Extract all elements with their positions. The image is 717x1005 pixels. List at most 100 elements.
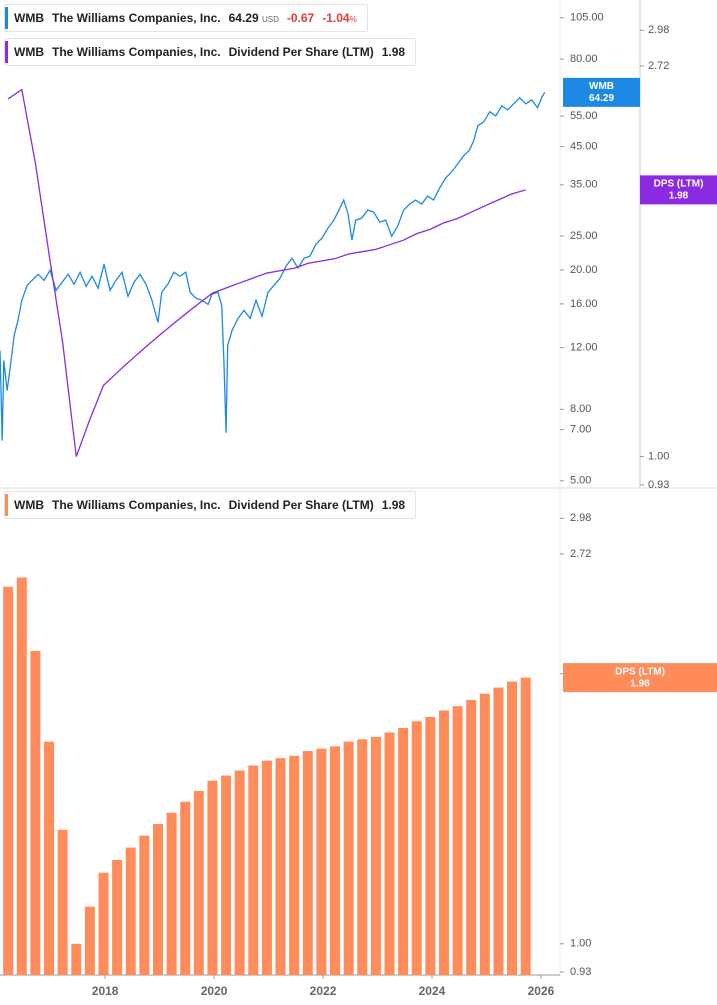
bar <box>452 706 463 975</box>
legend-company: The Williams Companies, Inc. <box>52 498 221 512</box>
y-tick-label: 2.98 <box>570 512 591 524</box>
x-tick-label: 2026 <box>528 984 555 998</box>
y-tick-label: 1.00 <box>570 938 591 950</box>
bar <box>398 727 409 975</box>
price-tag-value: 1.98 <box>630 678 650 689</box>
y-tick-label: 0.93 <box>570 966 591 978</box>
bar <box>520 677 531 975</box>
bar <box>16 577 27 975</box>
bar <box>152 823 163 975</box>
bar <box>302 751 313 975</box>
bar <box>248 765 259 975</box>
y-tick-label: 80.00 <box>570 53 598 65</box>
y-tick-label: 12.00 <box>570 342 598 354</box>
legend-ticker: WMB <box>14 498 44 512</box>
bar <box>125 847 136 975</box>
bar <box>493 687 504 975</box>
bar <box>3 586 14 975</box>
x-tick-label: 2018 <box>92 984 119 998</box>
legend-series: Dividend Per Share (LTM) <box>228 498 374 512</box>
legend-company: The Williams Companies, Inc. <box>52 45 221 59</box>
legend-change-pct-value: -1.04 <box>322 11 350 25</box>
y-tick-label: 20.00 <box>570 264 598 276</box>
bar <box>234 770 245 975</box>
price-tag <box>640 175 717 205</box>
bar <box>112 859 123 975</box>
bar <box>71 943 82 975</box>
bar <box>139 835 150 975</box>
bar <box>438 710 449 975</box>
y-tick-label: 45.00 <box>570 141 598 153</box>
x-tick-label: 2020 <box>201 984 228 998</box>
legend-dps: WMB The Williams Companies, Inc. Dividen… <box>4 38 417 66</box>
legend-swatch <box>5 494 8 516</box>
y-tick-label: 5.00 <box>570 475 591 487</box>
price-tag-label: DPS (LTM) <box>654 179 704 190</box>
bar <box>384 732 395 975</box>
bar <box>98 872 109 975</box>
bar <box>166 812 177 975</box>
legend-change: -0.67 <box>286 11 315 25</box>
bar <box>411 721 422 975</box>
y-tick-label: 2.72 <box>570 548 591 560</box>
x-tick-label: 2022 <box>310 984 337 998</box>
x-tick-label: 2024 <box>419 984 446 998</box>
legend-last: 1.98 <box>381 498 406 512</box>
bar <box>30 650 41 975</box>
bar <box>207 780 218 975</box>
legend-last: 1.98 <box>381 45 406 59</box>
y-tick-label: 2.98 <box>648 24 669 36</box>
legend-ticker: WMB <box>14 11 44 25</box>
bar <box>193 791 204 975</box>
price-tag <box>563 77 640 107</box>
y-tick-label: 16.00 <box>570 298 598 310</box>
bar <box>343 741 354 975</box>
legend-swatch <box>5 7 8 29</box>
price-tag <box>563 663 717 693</box>
bar <box>261 760 272 975</box>
bar <box>357 739 368 975</box>
legend-currency: USD <box>261 15 279 24</box>
bar <box>507 681 518 975</box>
y-tick-label: 25.00 <box>570 230 598 242</box>
bar <box>44 741 55 975</box>
y-tick-label: 8.00 <box>570 403 591 415</box>
y-tick-label: 55.00 <box>570 110 598 122</box>
price-tag-label: WMB <box>589 81 614 92</box>
legend-pct-sign: % <box>349 15 357 24</box>
bar <box>221 775 232 975</box>
bar <box>180 801 191 975</box>
y-tick-label: 1.00 <box>648 450 669 462</box>
bar <box>289 755 300 975</box>
y-tick-label: 7.00 <box>570 424 591 436</box>
legend-price-value: 64.29 USD <box>229 11 279 25</box>
price-tag-value: 64.29 <box>589 93 614 104</box>
price-tag-label: DPS (LTM) <box>615 666 665 677</box>
legend-swatch <box>5 41 8 63</box>
bar <box>466 699 477 975</box>
y-tick-label: 105.00 <box>570 12 604 24</box>
bar <box>57 829 68 975</box>
bar <box>275 758 286 975</box>
legend-dps-bars: WMB The Williams Companies, Inc. Dividen… <box>4 491 417 519</box>
bar <box>425 716 436 975</box>
bar <box>84 906 95 975</box>
legend-series: Dividend Per Share (LTM) <box>228 45 374 59</box>
series-line <box>7 88 526 457</box>
legend-company: The Williams Companies, Inc. <box>52 11 221 25</box>
bar <box>330 746 341 975</box>
series-line <box>0 92 546 441</box>
bar <box>370 737 381 975</box>
legend-last: 64.29 <box>228 11 259 25</box>
y-tick-label: 35.00 <box>570 179 598 191</box>
y-tick-label: 2.72 <box>648 60 669 72</box>
legend-ticker: WMB <box>14 45 44 59</box>
legend-change-pct: -1.04% <box>322 11 356 25</box>
price-tag-value: 1.98 <box>669 191 689 202</box>
legend-price: WMB The Williams Companies, Inc. 64.29 U… <box>4 4 368 32</box>
bar <box>316 748 327 975</box>
y-tick-label: 0.93 <box>648 479 669 491</box>
bar <box>479 693 490 975</box>
